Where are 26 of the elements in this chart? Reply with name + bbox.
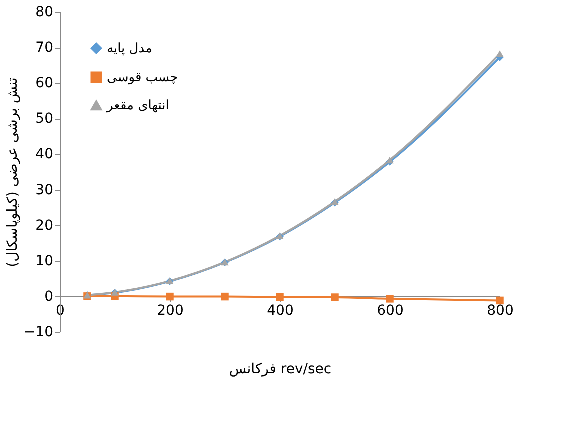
- y-tick-label: 20: [36, 218, 54, 234]
- x-axis-title: فرکانس rev/sec: [229, 362, 332, 378]
- y-tick-label: 0: [44, 288, 54, 305]
- legend-label: انتهای مقعر: [106, 98, 170, 114]
- y-tick-label: 30: [36, 182, 54, 198]
- x-tick-label: 200: [157, 302, 184, 319]
- point: [331, 294, 339, 302]
- y-tick-label: 60: [36, 76, 54, 92]
- y-tick-label: 50: [36, 111, 54, 128]
- point: [496, 296, 504, 305]
- x-tick-label: 400: [267, 302, 294, 319]
- y-axis-title: تنش برشی عرضی (کیلوپاسکال): [4, 78, 21, 268]
- point: [276, 293, 284, 302]
- legend-label: چسب قوسی: [107, 70, 178, 86]
- point: [496, 50, 504, 58]
- legend-label: مدل پایه: [107, 42, 153, 56]
- point: [386, 295, 394, 303]
- y-tick-label: 10: [36, 253, 54, 270]
- y-tick-label: 70: [36, 40, 54, 56]
- point: [166, 292, 174, 301]
- x-tick-label: 600: [377, 302, 404, 319]
- y-tick-label: −10: [24, 324, 54, 340]
- x-tick-label: 800: [487, 302, 514, 319]
- y-tick-label: 40: [36, 146, 54, 163]
- y-tick-label: 80: [36, 4, 54, 20]
- point: [221, 292, 229, 301]
